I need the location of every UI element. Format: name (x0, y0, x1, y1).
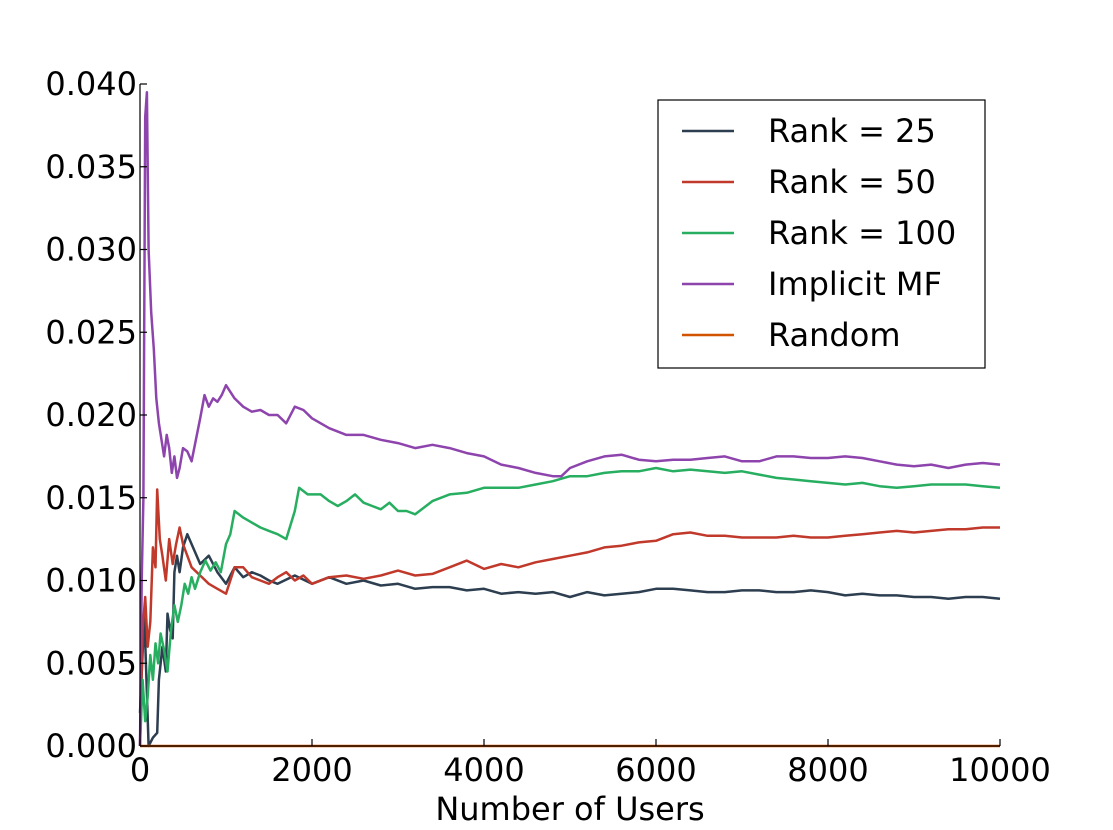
legend-label-1: Rank = 50 (768, 163, 936, 201)
x-tick-label: 2000 (271, 751, 352, 789)
x-tick-label: 10000 (949, 751, 1051, 789)
legend-label-4: Random (768, 316, 900, 354)
legend-label-3: Implicit MF (768, 265, 942, 303)
x-tick-label: 8000 (787, 751, 868, 789)
series-line-3 (138, 91, 1001, 747)
legend-items: Rank = 25 Rank = 50 Rank = 100 Implicit MF R… (682, 112, 956, 354)
series-line-0 (138, 532, 1001, 748)
y-tick-label: 0.035 (45, 148, 137, 186)
y-tick-label: 0.010 (45, 562, 137, 600)
y-tick-label: 0.025 (45, 313, 137, 351)
y-tick-label: 0.000 (45, 727, 137, 765)
legend-label-0: Rank = 25 (768, 112, 936, 150)
series-line-1 (138, 488, 1000, 747)
y-tick-label: 0.020 (45, 396, 137, 434)
y-ticks: 0.000 0.005 0.010 0.015 0.020 0.025 0.030 0.035… (45, 65, 147, 765)
y-tick-label: 0.040 (45, 65, 137, 103)
y-tick-label: 0.005 (45, 644, 137, 682)
series-line-2 (138, 466, 1001, 747)
legend-label-2: Rank = 100 (768, 214, 956, 252)
x-ticks: 0 2000 4000 6000 8000 10000 (130, 739, 1051, 789)
legend: Rank = 25 Rank = 50 Rank = 100 Implicit MF R… (657, 99, 986, 369)
x-tick-label: 6000 (615, 751, 696, 789)
y-tick-label: 0.030 (45, 231, 137, 269)
x-axis-title: Number of Users (435, 790, 704, 828)
y-tick-label: 0.015 (45, 479, 137, 517)
x-tick-label: 0 (130, 751, 150, 789)
x-tick-label: 4000 (443, 751, 524, 789)
